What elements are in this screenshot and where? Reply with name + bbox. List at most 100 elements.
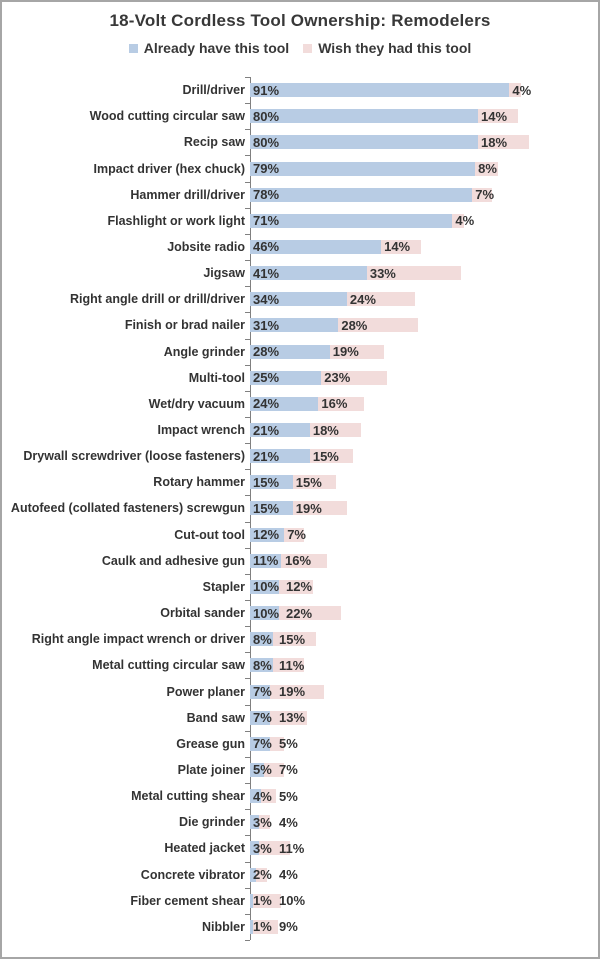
have-value-label: 5% xyxy=(253,762,272,778)
category-label: Angle grinder xyxy=(163,344,245,359)
wish-bar xyxy=(281,553,327,568)
category-label: Drywall screwdriver (loose fasteners) xyxy=(23,449,245,464)
have-bar xyxy=(250,266,367,281)
bar-row: Autofeed (collated fasteners) screwgun 15… xyxy=(2,495,598,521)
bar-row: Heated jacket 3% 11% xyxy=(2,835,598,861)
axis-tick xyxy=(245,573,250,575)
have-bar xyxy=(250,449,310,464)
bar-row: Plate joiner 5% 7% xyxy=(2,757,598,783)
category-label: Jobsite radio xyxy=(167,239,245,254)
have-value-label: 34% xyxy=(253,291,280,307)
bar-row: Wood cutting circular saw 80% 14% xyxy=(2,103,598,129)
bar-row: Concrete vibrator 2% 4% xyxy=(2,862,598,888)
have-value-label: 12% xyxy=(253,527,280,543)
have-value-label: 15% xyxy=(253,474,280,490)
category-label: Plate joiner xyxy=(177,762,245,777)
wish-bar xyxy=(475,161,498,176)
have-bar xyxy=(250,109,478,124)
legend-label-have: Already have this tool xyxy=(143,40,290,56)
wish-bar xyxy=(478,135,530,150)
category-label: Metal cutting shear xyxy=(131,789,245,804)
bar-row: Wet/dry vacuum 24% 16% xyxy=(2,391,598,417)
have-value-label: 3% xyxy=(253,840,272,856)
have-value-label: 79% xyxy=(253,161,280,176)
wish-value-label: 15% xyxy=(312,448,339,464)
wish-value-label: 15% xyxy=(295,474,322,490)
category-label: Die grinder xyxy=(179,815,245,830)
bar-row: Right angle impact wrench or driver 8% 15% xyxy=(2,626,598,652)
have-bar xyxy=(250,135,478,150)
have-bar xyxy=(250,292,347,307)
wish-bar xyxy=(258,815,270,830)
category-label: Fiber cement shear xyxy=(130,893,245,908)
legend-item-wish: Wish they had this tool xyxy=(303,40,471,56)
wish-bar xyxy=(452,213,464,228)
have-value-label: 80% xyxy=(253,108,280,124)
have-bar xyxy=(250,396,319,411)
wish-bar xyxy=(255,867,268,882)
have-bar xyxy=(250,815,259,830)
legend-swatch-have-icon xyxy=(128,43,138,53)
axis-tick xyxy=(245,233,250,235)
bar-row: Die grinder 3% 4% xyxy=(2,809,598,835)
category-label: Wet/dry vacuum xyxy=(148,396,245,411)
have-value-label: 31% xyxy=(253,317,280,333)
wish-bar xyxy=(346,292,416,307)
bar-row: Metal cutting shear 4% 5% xyxy=(2,783,598,809)
have-bar xyxy=(250,213,453,228)
have-value-label: 10% xyxy=(253,579,280,595)
wish-bar xyxy=(272,658,305,673)
wish-value-label: 18% xyxy=(312,422,339,438)
have-value-label: 71% xyxy=(253,213,280,229)
axis-tick xyxy=(245,547,250,549)
wish-bar xyxy=(478,109,518,124)
have-value-label: 8% xyxy=(253,631,272,647)
have-bar xyxy=(250,684,270,699)
category-label: Impact driver (hex chuck) xyxy=(93,161,245,176)
wish-bar xyxy=(292,501,347,516)
bar-row: Power planer 7% 19% xyxy=(2,678,598,704)
wish-bar xyxy=(278,579,313,594)
axis-tick xyxy=(245,704,250,706)
have-bar xyxy=(250,187,473,202)
wish-value-label: 12% xyxy=(286,579,313,595)
bar-row: Orbital sander 10% 22% xyxy=(2,600,598,626)
wish-value-label: 19% xyxy=(332,344,359,360)
have-bar xyxy=(250,370,322,385)
category-label: Metal cutting circular saw xyxy=(92,658,245,673)
axis-tick xyxy=(245,260,250,262)
wish-value-label: 16% xyxy=(321,396,348,412)
axis-tick xyxy=(245,469,250,471)
wish-value-label: 9% xyxy=(279,919,298,935)
legend-label-wish: Wish they had this tool xyxy=(318,40,472,56)
category-label: Flashlight or work light xyxy=(107,213,246,228)
wish-bar xyxy=(321,370,387,385)
axis-tick xyxy=(245,861,250,863)
wish-value-label: 11% xyxy=(279,840,305,856)
have-bar xyxy=(250,475,293,490)
wish-value-label: 16% xyxy=(285,553,312,569)
category-label: Cut-out tool xyxy=(174,527,245,542)
wish-value-label: 8% xyxy=(478,161,497,176)
axis-tick xyxy=(245,495,250,497)
axis-tick xyxy=(245,181,250,183)
wish-bar xyxy=(258,841,290,856)
have-value-label: 24% xyxy=(253,396,280,412)
have-value-label: 4% xyxy=(253,788,272,804)
plot-area: Drill/driver 91% 4% Wood cutting circular s… xyxy=(2,77,598,942)
bar-row: Drill/driver 91% 4% xyxy=(2,77,598,103)
category-label: Hammer drill/driver xyxy=(130,187,245,202)
wish-value-label: 19% xyxy=(295,500,322,516)
have-bar xyxy=(250,579,279,594)
wish-value-label: 5% xyxy=(279,788,298,804)
wish-bar xyxy=(329,344,384,359)
bar-row: Recip saw 80% 18% xyxy=(2,129,598,155)
wish-bar xyxy=(292,475,336,490)
wish-value-label: 19% xyxy=(279,684,306,699)
have-value-label: 28% xyxy=(253,344,280,360)
wish-bar xyxy=(264,762,285,777)
bar-row: Jobsite radio 46% 14% xyxy=(2,234,598,260)
bar-row: Nibbler 1% 9% xyxy=(2,914,598,940)
wish-value-label: 7% xyxy=(287,527,306,543)
bar-row: Angle grinder 28% 19% xyxy=(2,339,598,365)
